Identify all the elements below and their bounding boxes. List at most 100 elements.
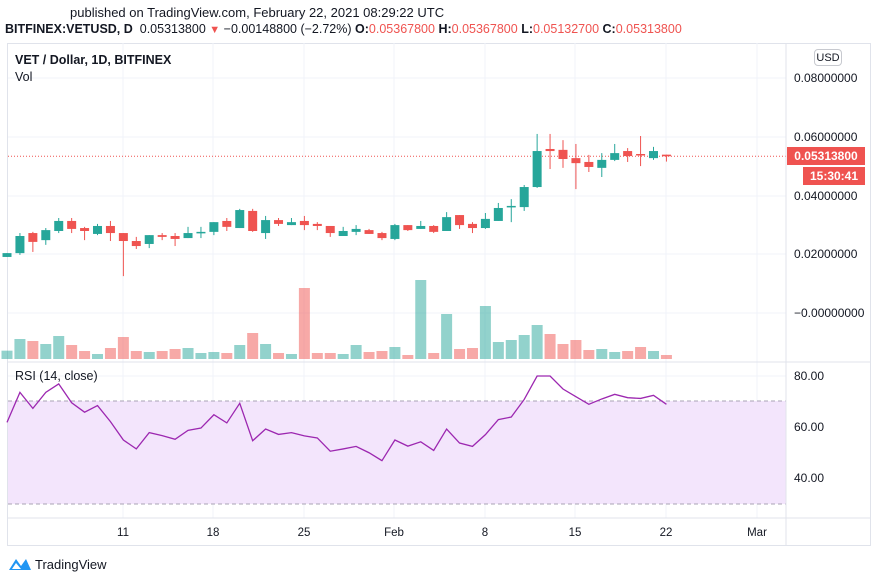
- time-tick: 11: [117, 527, 129, 539]
- candle-body: [144, 235, 154, 244]
- volume-bar: [531, 325, 543, 359]
- volume-bar: [169, 349, 181, 359]
- candle-body: [286, 222, 296, 226]
- volume-bar: [635, 347, 647, 359]
- candle-body: [519, 187, 529, 208]
- candle-body: [183, 233, 193, 239]
- time-tick: Feb: [384, 527, 404, 539]
- candle-body: [338, 230, 348, 237]
- candle-body: [532, 151, 542, 188]
- volume-bar: [208, 352, 220, 359]
- time-tick: 8: [481, 527, 489, 539]
- rsi-tick: 40.00: [794, 471, 825, 485]
- rsi-tick: 60.00: [794, 420, 825, 434]
- candle-body: [377, 233, 387, 239]
- volume-bar: [492, 342, 504, 359]
- candle-body: [455, 215, 465, 226]
- candle-body: [467, 223, 477, 229]
- price-tick: 0.04000000: [794, 189, 858, 203]
- volume-bar: [156, 351, 168, 359]
- time-tick: 15: [568, 527, 582, 539]
- open-value: 0.05367800: [368, 22, 435, 36]
- candle-body: [261, 220, 271, 234]
- volume-bar: [27, 341, 39, 359]
- volume-bar: [117, 337, 129, 359]
- volume-bar: [518, 335, 530, 359]
- time-tick: 25: [297, 527, 311, 539]
- volume-bar: [66, 345, 78, 359]
- candle-body: [493, 207, 503, 221]
- candle-body: [623, 151, 633, 157]
- volume-bar: [285, 354, 297, 359]
- volume-bar: [350, 345, 362, 359]
- candle-body: [235, 210, 245, 229]
- chart-frame: [7, 43, 871, 546]
- high-label: H:: [438, 22, 452, 36]
- tradingview-logo-text: TradingView: [35, 556, 107, 572]
- candle-body: [416, 225, 426, 229]
- price-tick: 0.02000000: [794, 247, 858, 261]
- candle-body: [584, 161, 594, 167]
- chart-legend-title[interactable]: VET / Dollar, 1D, BITFINEX: [15, 53, 172, 67]
- candle-body: [28, 233, 38, 242]
- volume-bar: [479, 306, 491, 359]
- published-caption: published on TradingView.com, February 2…: [70, 5, 445, 20]
- volume-bar: [182, 348, 194, 359]
- candle-body: [325, 225, 335, 234]
- volume-bar: [609, 352, 621, 359]
- low-label: L:: [521, 22, 533, 36]
- volume-bars: [1, 280, 672, 359]
- price-tick: 0.06000000: [794, 130, 858, 144]
- volume-bar: [622, 351, 634, 359]
- volume-bar: [104, 348, 116, 359]
- volume-bar: [441, 314, 453, 359]
- candle-body: [105, 225, 115, 234]
- time-tick: 22: [659, 527, 673, 539]
- volume-bar: [402, 355, 414, 359]
- volume-bar: [311, 353, 323, 359]
- rsi-line: [6, 375, 667, 462]
- triangle-down-icon: ▼: [209, 24, 221, 36]
- candle-body: [545, 148, 555, 152]
- last-price-label: 0.05313800: [787, 147, 865, 165]
- candle-body: [597, 159, 607, 168]
- volume-bar: [195, 353, 207, 359]
- tradingview-logo[interactable]: TradingView: [8, 556, 107, 572]
- volume-bar: [92, 354, 104, 359]
- volume-legend[interactable]: Vol: [15, 70, 33, 84]
- candle-body: [390, 225, 400, 239]
- rsi-legend[interactable]: RSI (14, close): [15, 369, 98, 383]
- volume-bar: [337, 354, 349, 359]
- candle-body: [480, 218, 490, 229]
- volume-bar: [660, 355, 672, 359]
- candle-body: [209, 222, 219, 232]
- candle-body: [403, 225, 413, 231]
- volume-bar: [324, 353, 336, 359]
- volume-bar: [454, 349, 466, 359]
- close-value: 0.05313800: [615, 22, 682, 36]
- volume-bar: [14, 339, 26, 359]
- last-price-value: 0.05313800: [139, 22, 206, 36]
- candle-body: [80, 228, 90, 231]
- candle-body: [364, 230, 374, 234]
- volume-bar: [466, 348, 478, 359]
- symbol-info-line: BITFINEX:VETUSD, D 0.05313800 ▼ −0.00148…: [5, 22, 682, 36]
- candle-body: [351, 228, 361, 232]
- candlesticks: [2, 133, 671, 277]
- volume-bar: [583, 350, 595, 359]
- candle-body: [15, 236, 25, 254]
- candle-body: [118, 233, 128, 242]
- volume-bar: [247, 333, 259, 359]
- time-tick: 18: [206, 527, 220, 539]
- candle-body: [196, 231, 206, 234]
- volume-bar: [53, 336, 65, 359]
- volume-bar: [648, 351, 659, 359]
- volume-bar: [428, 353, 440, 359]
- volume-bar: [557, 344, 569, 359]
- candle-body: [649, 151, 658, 159]
- volume-bar: [505, 340, 517, 359]
- volume-bar: [221, 353, 233, 359]
- currency-button[interactable]: USD: [814, 49, 842, 66]
- volume-bar: [596, 349, 608, 359]
